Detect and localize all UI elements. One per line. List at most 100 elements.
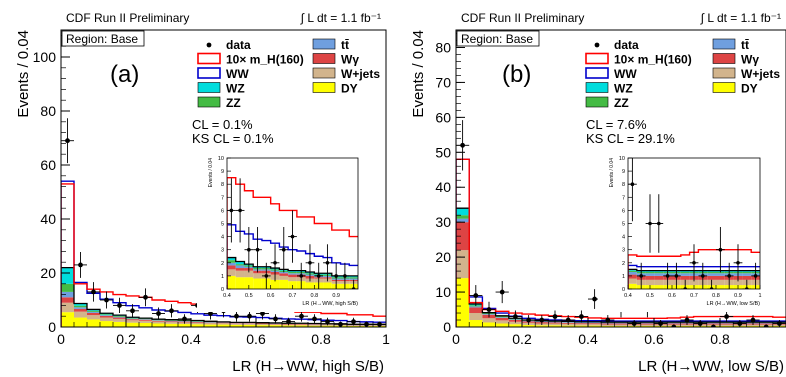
i1-bar-W-13 bbox=[654, 275, 664, 280]
p0-bar-WZ-2 bbox=[87, 309, 100, 311]
inset-y-tick-label: 5 bbox=[221, 222, 224, 228]
p0-bar-DY-10 bbox=[191, 324, 204, 327]
p1-bar-Wjets-4 bbox=[508, 321, 522, 325]
p1-bar-DY-20 bbox=[720, 325, 734, 327]
p0-bar-Wjets-0 bbox=[61, 302, 74, 313]
i1-bar-W-23 bbox=[742, 275, 752, 280]
y-tick-label: 20 bbox=[40, 265, 56, 281]
p1-data-point-22 bbox=[750, 317, 756, 323]
y-axis-label: Events / 0.04 bbox=[15, 30, 32, 118]
x-tick-label: 0.6 bbox=[644, 331, 664, 347]
p0-data-point-11 bbox=[208, 311, 213, 316]
p0-bar-Wjets-18 bbox=[295, 324, 308, 326]
i0-data-point-6 bbox=[281, 247, 286, 252]
p0-bar-W-8 bbox=[165, 321, 178, 323]
legend-label: Wγ bbox=[341, 53, 359, 67]
p0-bar-Wjets-22 bbox=[347, 325, 360, 326]
p0-bar-DY-17 bbox=[282, 325, 295, 327]
p0-data-point-1 bbox=[78, 262, 83, 268]
inset-y-tick-label: 6 bbox=[221, 208, 224, 214]
i0-bar-Wjets-10 bbox=[227, 269, 236, 276]
p0-bar-W-14 bbox=[243, 323, 256, 324]
i1-bar-Wjets-12 bbox=[645, 279, 655, 286]
i1-bar-DY-13 bbox=[654, 285, 664, 289]
x-tick-label: 0.2 bbox=[512, 331, 532, 347]
p1-bar-W-3 bbox=[495, 317, 509, 321]
legend-label: ZZ bbox=[226, 96, 241, 110]
i1-bar-W-19 bbox=[707, 275, 716, 280]
i0-bar-W-10 bbox=[227, 265, 236, 270]
i0-data-point-8 bbox=[299, 274, 304, 278]
inset-y-tick-label: 9 bbox=[221, 169, 224, 175]
cl-text: CL = 7.6% bbox=[586, 117, 647, 132]
inset-plot: 0 1 2 3 4 5 6 7 8 9 10 0.4 0.5 0.6 0.7 0.8 0.9 1 Events / … bbox=[598, 155, 764, 312]
p0-bar-WZ-0 bbox=[61, 267, 74, 284]
i1-bar-W-20 bbox=[716, 275, 725, 280]
plot-area bbox=[61, 118, 386, 327]
p0-data-point-19 bbox=[312, 316, 317, 322]
p0-bar-tt-5 bbox=[126, 318, 139, 320]
inset-y-tick-label: 6 bbox=[622, 208, 625, 214]
p1-series-line-signal bbox=[456, 158, 786, 327]
legend-swatch bbox=[712, 53, 736, 64]
x-tick-label: 0 bbox=[57, 331, 65, 347]
legend-swatch bbox=[197, 52, 221, 65]
p0-bar-tt-1 bbox=[74, 307, 87, 309]
y-tick-label: 40 bbox=[40, 211, 56, 227]
i1-bar-tt-12 bbox=[645, 273, 655, 276]
p1-bar-Wjets-12 bbox=[614, 324, 628, 326]
p1-bar-Wjets-3 bbox=[495, 320, 509, 324]
p1-bar-DY-6 bbox=[535, 325, 549, 327]
p1-bar-tt-9 bbox=[574, 322, 588, 324]
inset-x-tick-label: 0.5 bbox=[245, 293, 253, 299]
p1-bar-W-20 bbox=[720, 323, 734, 325]
i1-bar-ZZ-19 bbox=[707, 271, 716, 274]
p0-bar-DY-18 bbox=[295, 325, 308, 327]
p0-bar-Wjets-8 bbox=[165, 322, 178, 324]
p0-bar-ZZ-6 bbox=[139, 318, 152, 320]
p1-bar-WZ-0 bbox=[456, 208, 470, 216]
p1-bar-DY-7 bbox=[548, 325, 562, 327]
p0-data-point-0 bbox=[65, 138, 70, 144]
p0-bar-DY-19 bbox=[308, 325, 321, 327]
i0-data-point-13 bbox=[343, 274, 347, 278]
i1-data-point-10 bbox=[718, 247, 723, 252]
p1-data-point-3 bbox=[499, 289, 505, 295]
i1-bar-tt-10 bbox=[628, 271, 637, 275]
p0-bar-W-16 bbox=[269, 323, 282, 325]
p1-bar-DY-4 bbox=[508, 324, 522, 327]
p0-bar-DY-9 bbox=[178, 324, 191, 327]
x-axis-label: LR (H→WW, low S/B) bbox=[638, 358, 784, 375]
p0-bar-DY-22 bbox=[347, 325, 360, 327]
i1-data-point-9 bbox=[709, 287, 714, 289]
p0-bar-Wjets-15 bbox=[256, 324, 269, 326]
i0-bar-DY-13 bbox=[253, 278, 262, 289]
i1-data-point-13 bbox=[745, 287, 749, 289]
legend-entry-a2: WW bbox=[585, 67, 637, 81]
p0-bar-DY-2 bbox=[87, 319, 100, 327]
i0-bar-DY-10 bbox=[227, 275, 236, 289]
p1-bar-ZZ-0 bbox=[456, 215, 470, 219]
i1-data-point-12 bbox=[736, 261, 740, 265]
panel-letter: (a) bbox=[110, 61, 139, 88]
p1-bar-tt-3 bbox=[495, 317, 509, 318]
inset-x-tick-label: 0.6 bbox=[668, 293, 676, 299]
y-tick-label: 80 bbox=[40, 103, 56, 119]
legend-label: 10× m_H(160) bbox=[614, 53, 692, 67]
legend-label: WZ bbox=[614, 82, 633, 96]
i0-data-point-2 bbox=[247, 247, 251, 252]
legend-label: tt̄ bbox=[341, 38, 349, 52]
p0-bar-W-1 bbox=[74, 308, 87, 312]
inset-x-tick-label: 0.4 bbox=[624, 293, 632, 299]
p1-series-line-background bbox=[456, 207, 786, 323]
p0-bar-Wjets-19 bbox=[308, 324, 321, 326]
legend-entry-b2: W+jets bbox=[712, 67, 780, 81]
p0-bar-DY-4 bbox=[113, 321, 126, 327]
p0-bar-Wjets-4 bbox=[113, 318, 126, 322]
x-tick-label: 0.8 bbox=[710, 331, 730, 347]
inset-x-tick-label: 0.9 bbox=[332, 293, 340, 299]
p0-bar-ZZ-1 bbox=[74, 305, 87, 308]
p1-bar-Wjets-22 bbox=[746, 324, 760, 326]
legend-label: W+jets bbox=[741, 67, 780, 81]
